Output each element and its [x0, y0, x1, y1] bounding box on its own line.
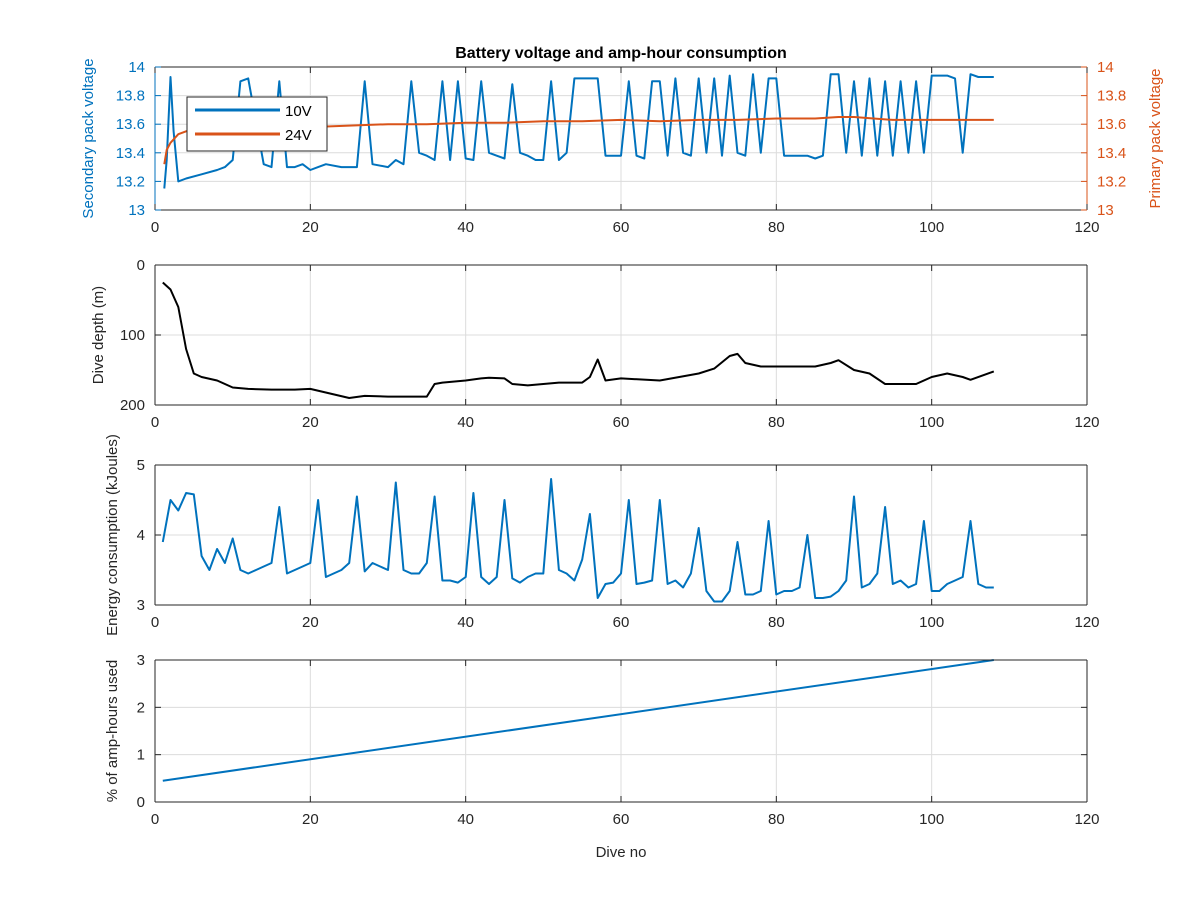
- x-tick-label: 120: [1074, 219, 1099, 236]
- y-tick-label: 13: [128, 202, 145, 219]
- x-tick-label: 60: [613, 219, 630, 236]
- y-tick-label: 13.2: [116, 173, 145, 190]
- x-tick-label: 60: [613, 414, 630, 431]
- y-tick-label: 14: [128, 59, 145, 76]
- x-tick-label: 100: [919, 614, 944, 631]
- y-tick-label: 13.4: [116, 145, 145, 162]
- y-axis-label-dive-depth: Dive depth (m): [90, 286, 107, 384]
- x-tick-label: 0: [151, 414, 159, 431]
- series-line-s0: [162, 281, 995, 399]
- x-tick-label: 120: [1074, 811, 1099, 828]
- x-tick-label: 40: [457, 811, 474, 828]
- series-line-s0: [162, 659, 994, 782]
- subplot-amp-hours-used: 0 20 40 60 80 100 120 0 1 2 3 % of amp-hours used Di…: [104, 652, 1100, 861]
- x-tick-label: 20: [302, 219, 319, 236]
- y-axis-label-amp-hours: % of amp-hours used: [104, 660, 121, 803]
- x-tick-label: 20: [302, 414, 319, 431]
- x-tick-label: 120: [1074, 414, 1099, 431]
- x-tick-label: 20: [302, 614, 319, 631]
- x-tick-label: 80: [768, 614, 785, 631]
- y-tick-label: 2: [137, 699, 145, 716]
- series-line-s0: [161, 478, 994, 603]
- y-axis-label-primary-voltage: Primary pack voltage: [1147, 68, 1164, 208]
- series-line-10v: [163, 73, 994, 189]
- right-y-tick-label: 13.2: [1097, 173, 1126, 190]
- subplot-dive-depth: 0 20 40 60 80 100 120 0 100 200 Dive depth (m): [90, 257, 1100, 431]
- y-tick-label: 5: [137, 457, 145, 474]
- legend-box: [186, 96, 328, 152]
- y-tick-label: 3: [137, 597, 145, 614]
- chart-title: Battery voltage and amp-hour consumption: [455, 45, 787, 62]
- x-tick-label: 100: [919, 414, 944, 431]
- legend-label-24v: 24V: [285, 127, 312, 144]
- y-tick-label: 13.8: [116, 88, 145, 105]
- subplot-battery-voltage: 0 20 40 60 80 100 1201313.213.413.613.8141313.…: [80, 58, 1164, 236]
- y-axis-label-secondary-voltage: Secondary pack voltage: [80, 58, 97, 218]
- x-tick-label: 0: [151, 219, 159, 236]
- y-tick-label: 1: [137, 747, 145, 764]
- right-y-tick-label: 13.4: [1097, 145, 1126, 162]
- x-tick-label: 80: [768, 219, 785, 236]
- x-tick-label: 20: [302, 811, 319, 828]
- right-y-tick-label: 14: [1097, 59, 1114, 76]
- x-tick-label: 60: [613, 614, 630, 631]
- y-tick-label: 4: [137, 527, 145, 544]
- right-y-tick-label: 13.6: [1097, 116, 1126, 133]
- y-tick-label: 3: [137, 652, 145, 669]
- y-tick-label: 0: [137, 257, 145, 274]
- x-tick-label: 100: [919, 811, 944, 828]
- x-axis-label: Dive no: [596, 844, 647, 861]
- y-tick-label: 200: [120, 397, 145, 414]
- right-y-tick-label: 13: [1097, 202, 1114, 219]
- y-tick-label: 0: [137, 794, 145, 811]
- x-tick-label: 40: [457, 614, 474, 631]
- legend: 10V 24V: [186, 96, 328, 152]
- x-tick-label: 120: [1074, 614, 1099, 631]
- x-tick-label: 40: [457, 414, 474, 431]
- subplot-energy-consumption: 0 20 40 60 80 100 120 3 4 5 Energy consumption (kJ…: [104, 434, 1100, 636]
- right-y-tick-label: 13.8: [1097, 88, 1126, 105]
- y-axis-label-energy: Energy consumption (kJoules): [104, 434, 121, 636]
- x-tick-label: 100: [919, 219, 944, 236]
- y-tick-label: 13.6: [116, 116, 145, 133]
- x-tick-label: 80: [768, 811, 785, 828]
- y-tick-label: 100: [120, 327, 145, 344]
- x-tick-label: 40: [457, 219, 474, 236]
- x-tick-label: 60: [613, 811, 630, 828]
- x-tick-label: 80: [768, 414, 785, 431]
- x-tick-label: 0: [151, 614, 159, 631]
- x-tick-label: 0: [151, 811, 159, 828]
- legend-label-10v: 10V: [285, 103, 312, 120]
